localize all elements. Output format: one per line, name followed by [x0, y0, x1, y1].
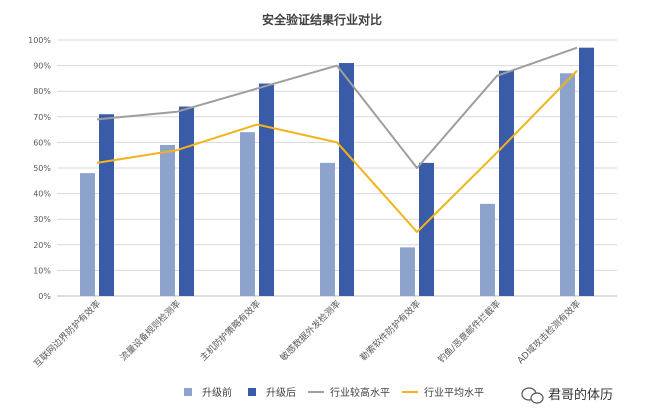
y-axis: 0% 10% 20% 30% 40% 50% 60% 70% 80% 90% 100% [28, 36, 51, 301]
x-tick-label: 流量设备规则检测率 [117, 298, 183, 364]
bar-after-6 [579, 47, 594, 297]
y-tick-label: 80% [33, 87, 51, 96]
line-industry-high [96, 46, 578, 169]
legend-item-3: 行业平均水平 [402, 386, 484, 399]
watermark: 君哥的体历 [521, 387, 613, 404]
legend-item-0: 升级前 [184, 386, 232, 399]
x-tick-label: AD域攻击检测有效率 [514, 298, 583, 367]
y-tick-label: 100% [28, 36, 51, 45]
x-tick-label: 钓鱼/恶意邮件拦截率 [435, 298, 503, 366]
watermark-text: 君哥的体历 [548, 387, 613, 403]
legend-label: 行业平均水平 [424, 386, 484, 399]
line-industry-average [96, 70, 578, 233]
bar-before-5 [480, 203, 495, 296]
bar-before-4 [400, 247, 415, 296]
x-tick-label: 敏感数据外发检测率 [277, 298, 343, 364]
y-tick-label: 40% [33, 190, 51, 199]
bars [80, 47, 594, 297]
wechat-icon [521, 387, 544, 404]
bar-after-1 [179, 106, 194, 296]
chart-title: 安全验证结果行业对比 [262, 12, 382, 27]
legend-label: 升级后 [266, 387, 296, 399]
y-tick-label: 20% [33, 241, 51, 250]
bar-after-5 [499, 70, 514, 296]
bar-before-3 [320, 162, 335, 296]
legend-item-1: 升级后 [248, 387, 296, 399]
legend-swatch [248, 388, 256, 396]
y-tick-label: 50% [33, 164, 51, 173]
x-tick-label: 主机防护策略有效率 [197, 298, 263, 364]
x-axis: 互联网边界防护有效率 流量设备规则检测率 主机防护策略有效率 敏感数据外发检测率 勒索软… [31, 298, 583, 370]
legend-label: 行业较高水平 [330, 386, 390, 399]
bar-before-6 [560, 73, 575, 296]
bar-before-2 [240, 132, 255, 296]
y-tick-label: 0% [38, 292, 51, 301]
legend-label: 升级前 [202, 386, 232, 399]
y-tick-label: 30% [33, 215, 51, 224]
y-tick-label: 10% [33, 266, 51, 275]
x-tick-label: 互联网边界防护有效率 [31, 298, 103, 370]
y-tick-label: 70% [33, 113, 51, 122]
bar-after-4 [419, 162, 434, 296]
y-tick-label: 90% [33, 62, 51, 71]
bar-after-2 [259, 83, 274, 297]
lines [96, 46, 578, 233]
legend-item-2: 行业较高水平 [308, 386, 390, 399]
bar-after-3 [339, 63, 354, 296]
bar-after-0 [99, 114, 114, 297]
bar-before-1 [160, 144, 175, 296]
gridlines [57, 39, 617, 297]
legend-swatch [184, 388, 192, 396]
y-tick-label: 60% [33, 138, 51, 147]
bar-before-0 [80, 173, 95, 296]
x-tick-label: 勒索软件防护有效率 [357, 298, 423, 364]
legend: 升级前 升级后 行业较高水平 行业平均水平 [184, 386, 484, 399]
